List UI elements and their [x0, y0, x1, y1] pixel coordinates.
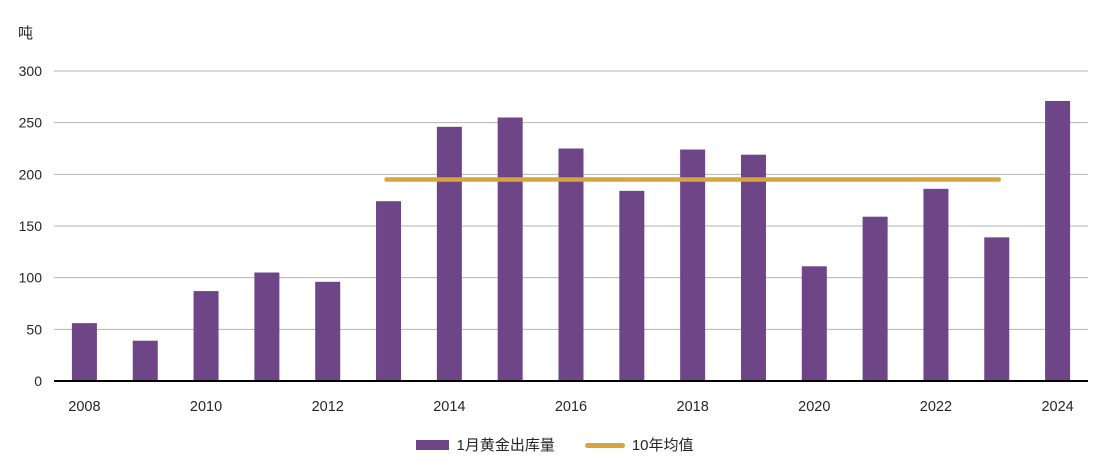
- bar-2022: [923, 188, 949, 381]
- x-tick-label: 2018: [677, 399, 709, 415]
- x-tick-label: 2024: [1041, 399, 1073, 415]
- y-tick-label: 200: [19, 166, 43, 182]
- bar-2012: [315, 281, 341, 381]
- bar-series-swatch-icon: [416, 440, 450, 450]
- x-tick-label: 2010: [190, 399, 222, 415]
- bar-2023: [984, 237, 1010, 381]
- y-tick-label: 150: [19, 218, 43, 234]
- x-tick-label: 2012: [312, 399, 344, 415]
- bar-2017: [619, 190, 645, 381]
- bar-series-label: 1月黄金出库量: [456, 436, 555, 454]
- x-tick-label: 2020: [798, 399, 830, 415]
- bar-2013: [376, 201, 402, 381]
- bar-2019: [740, 154, 766, 381]
- x-tick-label: 2022: [920, 399, 952, 415]
- bar-2008: [71, 323, 97, 381]
- legend-item-line-series: 10年均值: [584, 436, 694, 454]
- y-axis-unit-label: 吨: [18, 25, 34, 42]
- bar-2016: [558, 148, 584, 381]
- plot-area: 0 50 100 150 200 250 300 2008 2010 2012 2014 2016 20…: [19, 63, 1088, 415]
- bar-2009: [132, 340, 158, 381]
- y-tick-label: 0: [34, 373, 42, 389]
- y-tick-label: 50: [26, 321, 42, 337]
- y-tick-label: 100: [19, 270, 43, 286]
- line-series-label: 10年均值: [631, 436, 694, 454]
- y-tick-label: 300: [19, 63, 43, 79]
- bar-2018: [680, 149, 706, 381]
- x-tick-label: 2016: [555, 399, 587, 415]
- line-series-swatch-icon: [584, 442, 625, 448]
- bar-2020: [801, 266, 827, 381]
- bar-2010: [193, 291, 219, 381]
- bar-2024: [1045, 100, 1071, 381]
- legend-item-bar-series: 1月黄金出库量: [416, 436, 555, 454]
- bar-2021: [862, 216, 888, 381]
- bar-2014: [436, 126, 462, 381]
- bar-2015: [497, 117, 523, 381]
- chart-legend: 1月黄金出库量 10年均值: [0, 433, 1110, 457]
- bar-2011: [254, 272, 280, 381]
- x-tick-label: 2014: [433, 399, 465, 415]
- x-tick-label: 2008: [68, 399, 100, 415]
- y-tick-label: 250: [19, 115, 43, 131]
